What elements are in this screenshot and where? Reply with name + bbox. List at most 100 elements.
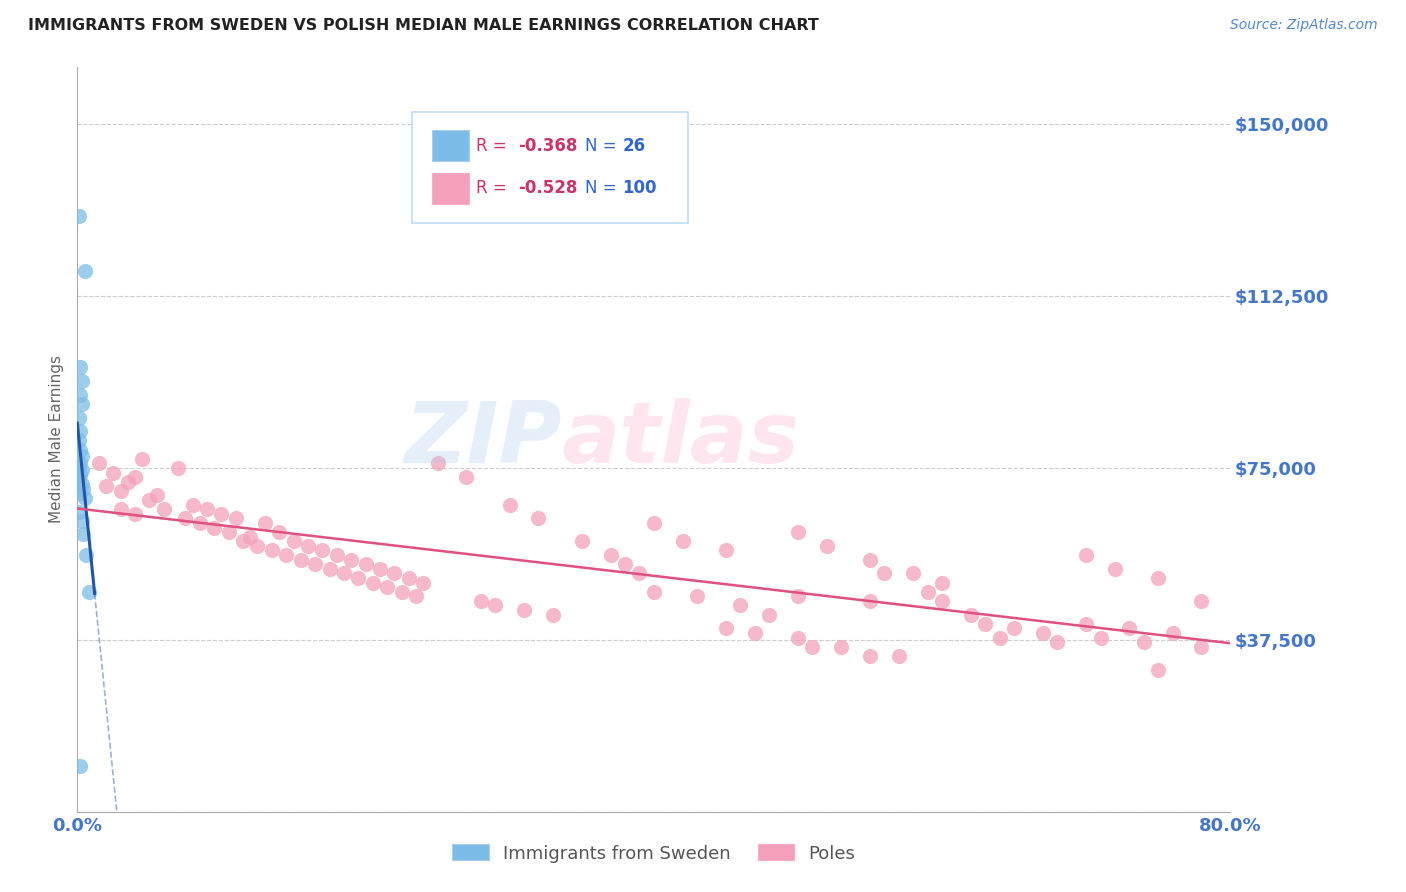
Point bbox=[72, 527, 94, 541]
Point bbox=[138, 493, 160, 508]
Point bbox=[1161, 626, 1184, 640]
Point bbox=[470, 594, 492, 608]
Point bbox=[426, 456, 449, 470]
Point bbox=[368, 562, 391, 576]
Point bbox=[917, 584, 939, 599]
Point bbox=[304, 558, 326, 572]
Text: 100: 100 bbox=[623, 179, 657, 197]
Point bbox=[988, 631, 1011, 645]
Point bbox=[72, 482, 94, 496]
Legend: Immigrants from Sweden, Poles: Immigrants from Sweden, Poles bbox=[446, 837, 862, 870]
Point bbox=[599, 548, 621, 562]
Point bbox=[167, 461, 190, 475]
Point bbox=[73, 264, 96, 278]
Point bbox=[131, 451, 153, 466]
Point bbox=[69, 442, 91, 457]
Point bbox=[333, 566, 356, 581]
Point bbox=[70, 374, 93, 388]
Point bbox=[859, 552, 882, 566]
Point bbox=[267, 525, 291, 540]
Point bbox=[801, 640, 824, 654]
Point bbox=[103, 466, 125, 480]
Point bbox=[188, 516, 211, 530]
Point bbox=[571, 534, 593, 549]
Point bbox=[787, 631, 810, 645]
Point bbox=[456, 470, 478, 484]
Point bbox=[318, 562, 340, 576]
Point bbox=[672, 534, 695, 549]
Point bbox=[67, 434, 90, 448]
Point bbox=[117, 475, 139, 489]
Point bbox=[110, 483, 132, 498]
Point bbox=[391, 584, 413, 599]
Point bbox=[714, 621, 737, 635]
Point bbox=[70, 397, 93, 411]
Point bbox=[96, 479, 118, 493]
Point bbox=[1147, 571, 1170, 585]
Point bbox=[903, 566, 925, 581]
Point bbox=[527, 511, 550, 525]
Point bbox=[873, 566, 896, 581]
Text: 26: 26 bbox=[623, 136, 645, 155]
Point bbox=[325, 548, 349, 562]
Point bbox=[69, 360, 91, 375]
Point bbox=[69, 467, 91, 482]
Point bbox=[297, 539, 319, 553]
Point bbox=[787, 525, 810, 540]
Point bbox=[541, 607, 564, 622]
Point bbox=[744, 626, 766, 640]
Point bbox=[340, 552, 363, 566]
Text: N =: N = bbox=[585, 136, 616, 155]
Point bbox=[283, 534, 305, 549]
Point bbox=[1133, 635, 1156, 649]
Point bbox=[859, 648, 882, 663]
Point bbox=[887, 648, 910, 663]
Point bbox=[1191, 640, 1213, 654]
Text: IMMIGRANTS FROM SWEDEN VS POLISH MEDIAN MALE EARNINGS CORRELATION CHART: IMMIGRANTS FROM SWEDEN VS POLISH MEDIAN … bbox=[28, 18, 818, 33]
Point bbox=[1104, 562, 1126, 576]
Point bbox=[643, 516, 665, 530]
Point bbox=[614, 558, 637, 572]
Point bbox=[815, 539, 838, 553]
Point bbox=[232, 534, 254, 549]
Point bbox=[181, 498, 204, 512]
Point bbox=[412, 575, 434, 590]
Point bbox=[931, 575, 953, 590]
Point bbox=[70, 514, 93, 528]
Point bbox=[1046, 635, 1069, 649]
Point bbox=[124, 507, 146, 521]
Point bbox=[787, 589, 810, 603]
Text: -0.368: -0.368 bbox=[517, 136, 576, 155]
Point bbox=[70, 450, 93, 464]
Point bbox=[124, 470, 146, 484]
Text: Source: ZipAtlas.com: Source: ZipAtlas.com bbox=[1230, 18, 1378, 32]
Point bbox=[730, 599, 752, 613]
Point bbox=[974, 616, 997, 631]
Point bbox=[202, 520, 225, 534]
Point bbox=[499, 498, 522, 512]
Point bbox=[246, 539, 269, 553]
Point bbox=[361, 575, 384, 590]
Point bbox=[145, 488, 167, 502]
Point bbox=[87, 456, 110, 470]
Point bbox=[398, 571, 420, 585]
Point bbox=[375, 580, 398, 594]
Point bbox=[859, 594, 882, 608]
Point bbox=[830, 640, 852, 654]
Point bbox=[218, 525, 240, 540]
Point bbox=[260, 543, 283, 558]
Point bbox=[1076, 616, 1098, 631]
Point bbox=[67, 504, 90, 518]
Point bbox=[290, 552, 312, 566]
Point bbox=[211, 507, 233, 521]
Point bbox=[382, 566, 406, 581]
Point bbox=[69, 387, 91, 401]
Text: R =: R = bbox=[477, 136, 508, 155]
Point bbox=[354, 558, 377, 572]
Point bbox=[1147, 663, 1170, 677]
Point bbox=[70, 463, 93, 477]
Y-axis label: Median Male Earnings: Median Male Earnings bbox=[49, 355, 65, 524]
Point bbox=[253, 516, 276, 530]
FancyBboxPatch shape bbox=[412, 112, 689, 223]
Point bbox=[67, 410, 90, 425]
